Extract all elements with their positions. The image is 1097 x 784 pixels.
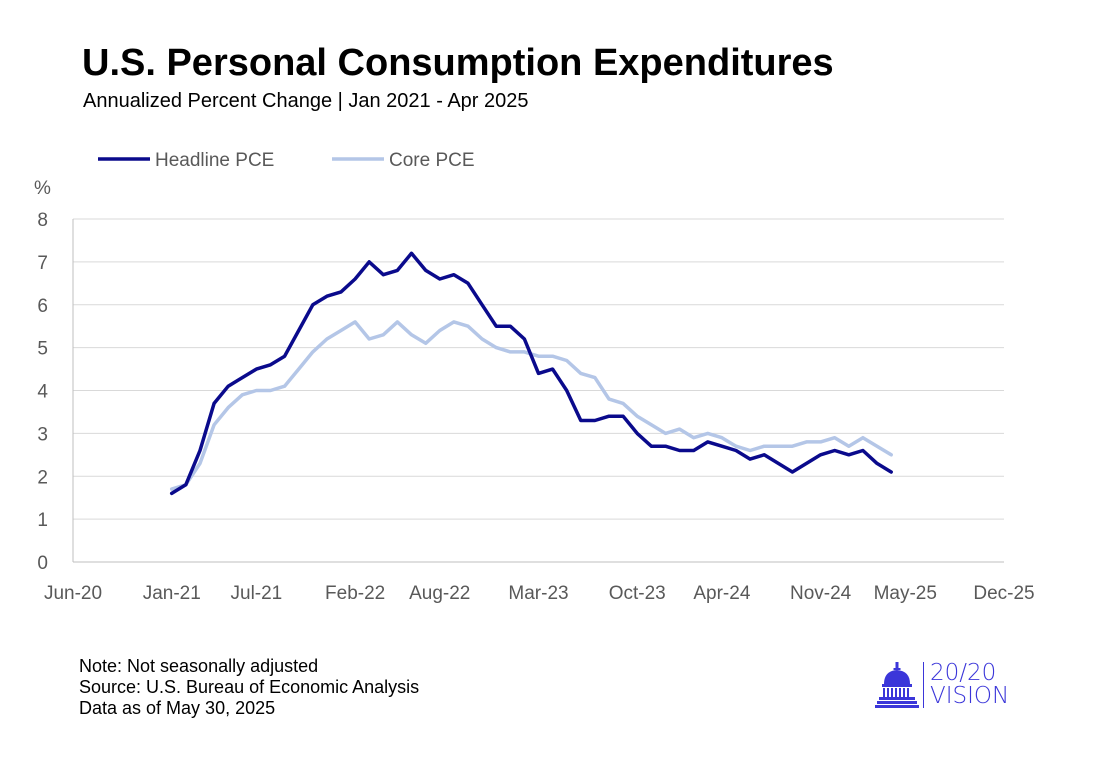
x-tick-label: Dec-25 [973,583,1034,604]
x-tick-label: May-25 [874,583,937,604]
logo-divider [923,662,924,708]
series-line-core-pce [169,320,893,491]
capitol-dome-icon [875,662,919,708]
x-tick-label: Feb-22 [325,583,385,604]
chart-subtitle: Annualized Percent Change | Jan 2021 - A… [83,90,529,112]
as-of-text: Data as of May 30, 2025 [79,698,276,718]
y-tick-label: 0 [37,553,48,574]
y-tick-label: 2 [37,467,48,488]
series-line-headline-pce [169,251,893,496]
y-tick-label: 4 [37,382,48,403]
y-tick-label: 1 [37,510,48,531]
logo-line-1: 20/20 [930,660,997,686]
note-text: Note: Not seasonally adjusted [79,656,319,676]
y-tick-label: 5 [37,339,48,360]
x-tick-label: Jan-21 [143,583,201,604]
logo-wordmark: 20/20 VISION [930,662,1009,708]
y-tick-label: 3 [37,424,48,445]
x-tick-label: Nov-24 [790,583,852,604]
x-tick-label: Jul-21 [231,583,283,604]
y-axis-unit-label: % [34,178,51,199]
pce-line-chart: 0 1 2 3 4 5 6 7 8% Jun-20 Jan-21 Jul-21 Feb-22 Aug-22… [34,150,1035,604]
x-tick-label: Oct-23 [609,583,666,604]
x-tick-label: Jun-20 [44,583,102,604]
source-text: Source: U.S. Bureau of Economic Analysis [79,677,420,697]
vision-logo: 20/20 VISION [874,660,1024,712]
legend-label: Headline PCE [155,150,274,171]
chart-title: U.S. Personal Consumption Expenditures [82,42,834,84]
y-tick-label: 6 [37,296,48,317]
x-tick-label: Mar-23 [508,583,568,604]
x-tick-label: Aug-22 [409,583,470,604]
chart-notes: Note: Not seasonally adjusted Source: U.… [79,656,419,719]
y-tick-label: 8 [37,210,48,231]
y-tick-label: 7 [37,253,48,274]
logo-line-2: VISION [930,683,1010,709]
legend-label: Core PCE [389,150,475,171]
x-tick-label: Apr-24 [693,583,750,604]
